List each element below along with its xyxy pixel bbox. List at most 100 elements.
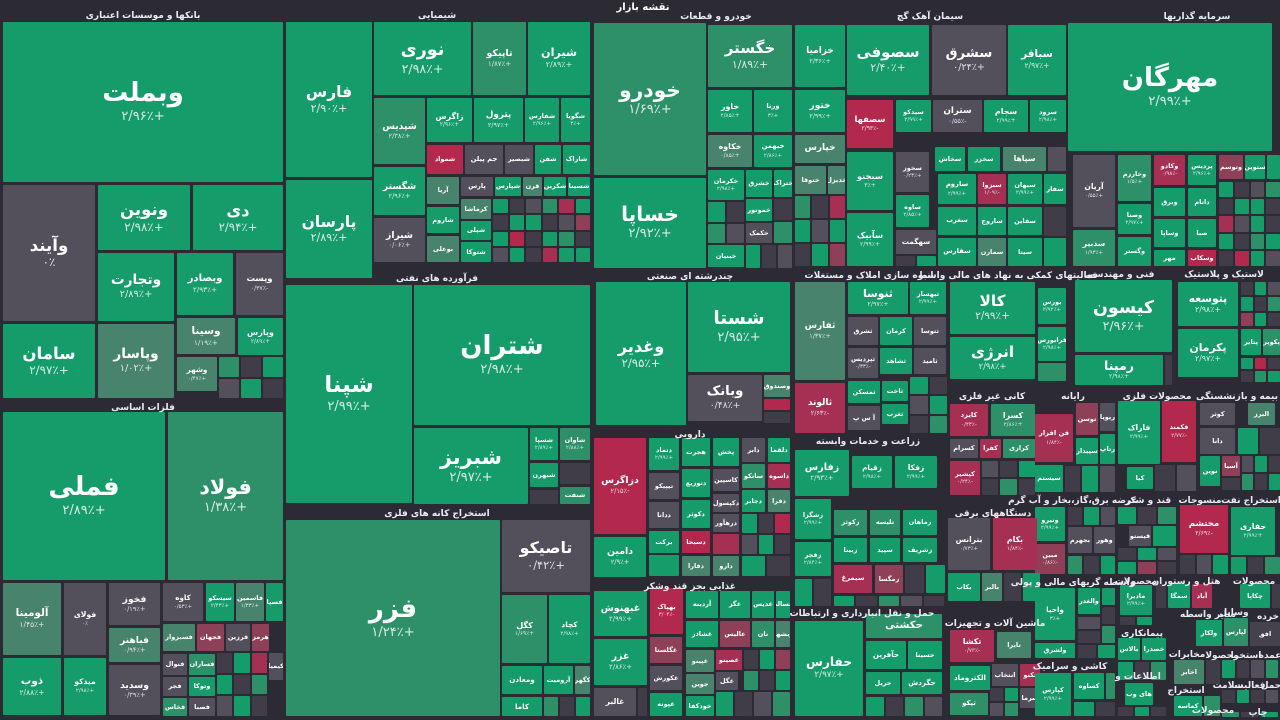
- stock-tile-small[interactable]: [1268, 282, 1280, 296]
- stock-tile[interactable]: فباهنر +۰/۹۴٪: [109, 628, 160, 662]
- stock-tile-small[interactable]: [1254, 282, 1267, 296]
- stock-tile[interactable]: ونیرو +۲/۹۹٪: [1035, 507, 1065, 541]
- stock-tile-small[interactable]: [1078, 645, 1096, 658]
- stock-tile-small[interactable]: [526, 231, 541, 246]
- stock-tile-small[interactable]: [905, 565, 924, 593]
- stock-tile-small[interactable]: [910, 377, 928, 395]
- stock-tile-small[interactable]: [926, 565, 945, 593]
- stock-tile-small[interactable]: [1222, 712, 1240, 717]
- stock-tile-small[interactable]: [795, 220, 811, 242]
- stock-tile-small[interactable]: [509, 199, 524, 214]
- stock-tile-small[interactable]: [1100, 507, 1115, 525]
- stock-tile-small[interactable]: [1248, 557, 1263, 574]
- stock-tile-small[interactable]: [219, 378, 239, 398]
- stock-tile[interactable]: خساپا +۲/۹۲٪: [594, 178, 706, 268]
- stock-tile[interactable]: آردینه: [686, 591, 718, 618]
- stock-tile[interactable]: چکاپا: [1240, 584, 1270, 608]
- stock-tile[interactable]: سجام +۲/۹۹٪: [984, 100, 1028, 132]
- stock-tile[interactable]: وبملت +۲/۹۶٪: [3, 22, 283, 182]
- stock-tile-small[interactable]: [1138, 507, 1156, 524]
- stock-tile[interactable]: ونوین +۲/۹۸٪: [98, 185, 190, 250]
- stock-tile-small[interactable]: [775, 535, 790, 554]
- stock-tile-small[interactable]: [744, 671, 758, 690]
- stock-tile-small[interactable]: [1234, 233, 1249, 249]
- stock-tile-small[interactable]: [1250, 233, 1265, 249]
- stock-tile-small[interactable]: [1176, 465, 1196, 491]
- stock-tile[interactable]: رتاپ: [1100, 434, 1115, 464]
- stock-tile-small[interactable]: [1241, 712, 1259, 717]
- stock-tile-small[interactable]: [526, 199, 541, 214]
- stock-tile-small[interactable]: [234, 696, 250, 716]
- stock-tile[interactable]: دانا: [1200, 428, 1235, 454]
- stock-tile-small[interactable]: [708, 202, 725, 222]
- stock-tile[interactable]: قرن: [523, 177, 542, 196]
- stock-tile-small[interactable]: [241, 378, 261, 398]
- stock-tile-small[interactable]: [713, 534, 739, 554]
- stock-tile[interactable]: لپارس: [1224, 618, 1248, 646]
- stock-tile[interactable]: سدبیر +۱/۹۳٪: [1073, 230, 1115, 266]
- stock-tile[interactable]: ذوب +۲/۸۸٪: [3, 658, 61, 715]
- stock-tile[interactable]: غگل: [716, 672, 738, 690]
- stock-tile[interactable]: شپنا +۲/۹۹٪: [286, 285, 412, 503]
- stock-tile-small[interactable]: [560, 463, 590, 484]
- stock-tile-small[interactable]: [1165, 355, 1172, 385]
- stock-tile-small[interactable]: [1151, 662, 1166, 680]
- stock-tile[interactable]: کساوه: [1074, 673, 1104, 699]
- stock-tile[interactable]: فجر: [163, 677, 187, 696]
- stock-tile-small[interactable]: [234, 653, 250, 673]
- stock-tile[interactable]: شمواد: [427, 145, 463, 174]
- stock-tile-small[interactable]: [1251, 690, 1264, 703]
- stock-tile-small[interactable]: [559, 231, 574, 246]
- stock-tile[interactable]: دکپسول: [713, 494, 739, 512]
- stock-tile-small[interactable]: [1268, 474, 1280, 490]
- stock-tile[interactable]: مادیرا +۲/۹۹٪: [1120, 585, 1152, 615]
- stock-tile-small[interactable]: [542, 199, 557, 214]
- stock-tile-small[interactable]: [251, 696, 267, 716]
- stock-tile[interactable]: شاوان +۲/۸۸٪: [560, 428, 590, 460]
- stock-tile[interactable]: زکوثر: [834, 510, 867, 535]
- stock-tile-small[interactable]: [901, 596, 922, 606]
- stock-tile[interactable]: پکویر: [1263, 329, 1280, 355]
- stock-tile-small[interactable]: [1044, 237, 1066, 266]
- stock-tile[interactable]: حگردش: [902, 672, 942, 694]
- stock-tile-small[interactable]: [1268, 371, 1280, 382]
- stock-tile[interactable]: کگهر: [575, 666, 590, 694]
- stock-tile-small[interactable]: [742, 514, 757, 533]
- stock-tile[interactable]: شپلی: [461, 221, 491, 240]
- stock-tile[interactable]: زشگزا +۲/۹۹٪: [795, 499, 831, 539]
- stock-tile-small[interactable]: [1250, 250, 1265, 266]
- stock-tile[interactable]: رپویا: [1100, 403, 1115, 431]
- stock-tile-small[interactable]: [575, 199, 590, 214]
- stock-tile[interactable]: شگستر +۲/۹۶٪: [374, 167, 425, 215]
- stock-tile-small[interactable]: [1231, 557, 1246, 574]
- stock-tile-small[interactable]: [1102, 626, 1115, 643]
- stock-tile[interactable]: تیپیکو: [649, 473, 679, 499]
- stock-tile-small[interactable]: [1196, 555, 1212, 574]
- stock-tile[interactable]: ثاخت: [882, 381, 908, 401]
- stock-tile-small[interactable]: [493, 247, 508, 262]
- stock-tile[interactable]: خکمک: [746, 223, 772, 243]
- stock-tile-small[interactable]: [1250, 182, 1265, 198]
- stock-tile-small[interactable]: [929, 377, 947, 395]
- stock-tile[interactable]: سمگا: [1168, 584, 1190, 608]
- stock-tile[interactable]: حفارس +۲/۹۷٪: [795, 621, 863, 716]
- stock-tile[interactable]: تاصیکو +۰/۴۲٪: [502, 520, 590, 592]
- stock-tile[interactable]: ثشاهد: [880, 348, 912, 374]
- stock-tile[interactable]: ختوقا: [795, 166, 826, 194]
- stock-tile-small[interactable]: [910, 396, 928, 414]
- stock-tile[interactable]: دلقما: [768, 438, 790, 462]
- stock-tile-small[interactable]: [509, 215, 524, 230]
- stock-tile-small[interactable]: [1254, 297, 1267, 311]
- stock-tile-small[interactable]: [649, 555, 679, 576]
- stock-tile-small[interactable]: [1180, 555, 1195, 574]
- stock-tile[interactable]: کفرا: [980, 439, 1001, 458]
- stock-tile-small[interactable]: [795, 244, 811, 266]
- stock-tile[interactable]: داتام: [1188, 188, 1216, 216]
- stock-tile-small[interactable]: [929, 415, 947, 433]
- stock-tile-small[interactable]: [1018, 461, 1035, 477]
- stock-tile-small[interactable]: [814, 579, 831, 606]
- stock-tile[interactable]: زفکا +۲/۹۹٪: [895, 456, 937, 488]
- stock-tile[interactable]: دجابر: [742, 490, 765, 512]
- stock-tile[interactable]: شتران +۲/۹۸٪: [414, 285, 590, 425]
- stock-tile[interactable]: انرژی +۲/۹۸٪: [950, 337, 1035, 379]
